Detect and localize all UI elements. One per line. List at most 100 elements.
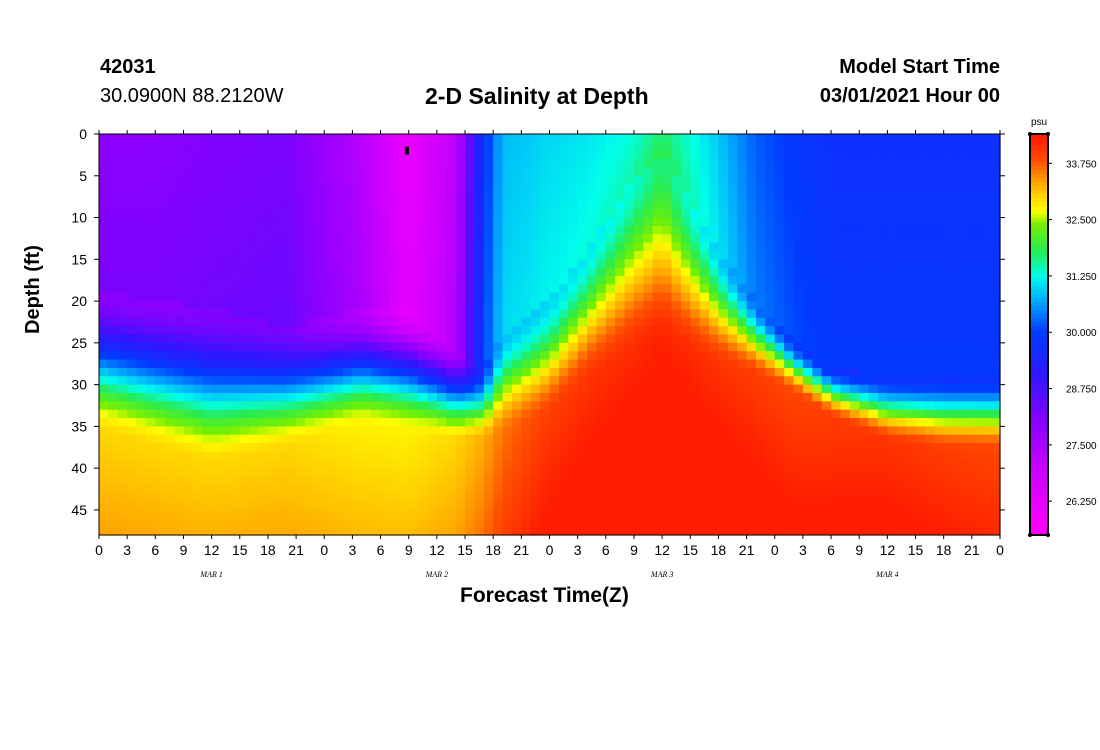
heatmap-cell bbox=[596, 267, 607, 277]
heatmap-cell bbox=[831, 334, 842, 344]
heatmap-cell bbox=[343, 493, 354, 503]
heatmap-cell bbox=[643, 292, 654, 302]
heatmap-cell bbox=[314, 259, 325, 269]
heatmap-cell bbox=[812, 276, 823, 285]
heatmap-cell bbox=[361, 526, 372, 536]
heatmap-cell bbox=[465, 342, 476, 352]
heatmap-cell bbox=[361, 476, 372, 486]
heatmap-cell bbox=[380, 326, 391, 336]
heatmap-cell bbox=[877, 342, 888, 352]
heatmap-cell bbox=[868, 484, 879, 494]
heatmap-cell bbox=[399, 200, 410, 210]
heatmap-cell bbox=[934, 250, 945, 260]
heatmap-cell bbox=[671, 476, 682, 486]
heatmap-cell bbox=[802, 426, 813, 436]
colorbar-tick-label: 28.750 bbox=[1066, 385, 1097, 396]
heatmap-cell bbox=[314, 518, 325, 528]
x-tick-label: 0 bbox=[996, 542, 1004, 558]
heatmap-cell bbox=[389, 509, 400, 519]
heatmap-cell bbox=[408, 484, 419, 494]
heatmap-cell bbox=[249, 259, 260, 269]
heatmap-cell bbox=[962, 175, 973, 185]
heatmap-cell bbox=[568, 476, 579, 486]
heatmap-cell bbox=[643, 518, 654, 528]
heatmap-cell bbox=[230, 468, 241, 478]
heatmap-cell bbox=[568, 501, 579, 511]
heatmap-cell bbox=[352, 459, 363, 469]
heatmap-cell bbox=[587, 150, 598, 160]
heatmap-cell bbox=[915, 267, 926, 277]
heatmap-cell bbox=[230, 409, 241, 419]
heatmap-cell bbox=[971, 367, 982, 377]
heatmap-cell bbox=[953, 309, 964, 319]
heatmap-cell bbox=[136, 259, 147, 269]
heatmap-cell bbox=[784, 317, 795, 327]
heatmap-cell bbox=[239, 209, 250, 219]
heatmap-cell bbox=[577, 225, 588, 235]
heatmap-cell bbox=[558, 184, 569, 194]
heatmap-cell bbox=[596, 384, 607, 394]
heatmap-cell bbox=[821, 317, 832, 327]
heatmap-cell bbox=[211, 326, 222, 336]
heatmap-cell bbox=[709, 409, 720, 419]
heatmap-cell bbox=[549, 409, 560, 419]
heatmap-cell bbox=[605, 418, 616, 427]
heatmap-cell bbox=[324, 326, 335, 336]
colorbar-corner bbox=[1046, 533, 1050, 537]
heatmap-cell bbox=[296, 225, 307, 235]
heatmap-cell bbox=[465, 317, 476, 327]
heatmap-cell bbox=[643, 209, 654, 219]
heatmap-cell bbox=[643, 309, 654, 319]
heatmap-cell bbox=[221, 217, 231, 227]
heatmap-cell bbox=[859, 242, 870, 252]
heatmap-cell bbox=[568, 175, 579, 185]
heatmap-cell bbox=[511, 484, 522, 494]
heatmap-cell bbox=[924, 301, 935, 311]
colorbar-swatch bbox=[1030, 326, 1048, 332]
heatmap-cell bbox=[953, 175, 964, 185]
heatmap-cell bbox=[934, 142, 945, 152]
colorbar-swatch bbox=[1030, 338, 1048, 344]
heatmap-cell bbox=[493, 317, 504, 327]
heatmap-cell bbox=[267, 501, 278, 511]
heatmap-cell bbox=[446, 200, 457, 210]
heatmap-cell bbox=[624, 192, 635, 202]
heatmap-cell bbox=[117, 501, 128, 511]
heatmap-cell bbox=[943, 209, 954, 219]
heatmap-cell bbox=[549, 434, 560, 444]
heatmap-cell bbox=[277, 301, 288, 311]
heatmap-cell bbox=[652, 142, 663, 152]
heatmap-cells bbox=[99, 134, 1001, 536]
heatmap-cell bbox=[361, 418, 372, 427]
heatmap-cell bbox=[352, 242, 363, 252]
heatmap-cell bbox=[690, 301, 701, 311]
heatmap-cell bbox=[333, 418, 344, 427]
heatmap-cell bbox=[671, 276, 682, 285]
heatmap-cell bbox=[286, 167, 297, 177]
heatmap-cell bbox=[652, 326, 663, 336]
heatmap-cell bbox=[755, 526, 766, 536]
heatmap-cell bbox=[465, 351, 476, 361]
heatmap-cell bbox=[549, 134, 560, 143]
heatmap-cell bbox=[267, 426, 278, 436]
heatmap-cell bbox=[343, 526, 354, 536]
heatmap-cell bbox=[521, 359, 532, 369]
heatmap-cell bbox=[418, 192, 429, 202]
heatmap-cell bbox=[333, 526, 344, 536]
heatmap-cell bbox=[418, 134, 429, 143]
heatmap-cell bbox=[746, 234, 757, 244]
heatmap-cell bbox=[737, 468, 748, 478]
heatmap-cell bbox=[831, 518, 842, 528]
heatmap-cell bbox=[446, 468, 457, 478]
heatmap-cell bbox=[662, 509, 673, 519]
heatmap-cell bbox=[521, 225, 532, 235]
heatmap-cell bbox=[183, 234, 194, 244]
heatmap-cell bbox=[690, 267, 701, 277]
heatmap-cell bbox=[371, 276, 382, 285]
heatmap-cell bbox=[502, 209, 513, 219]
heatmap-cell bbox=[99, 434, 109, 444]
heatmap-cell bbox=[174, 351, 185, 361]
heatmap-cell bbox=[831, 292, 842, 302]
heatmap-cell bbox=[380, 292, 391, 302]
heatmap-cell bbox=[971, 225, 982, 235]
